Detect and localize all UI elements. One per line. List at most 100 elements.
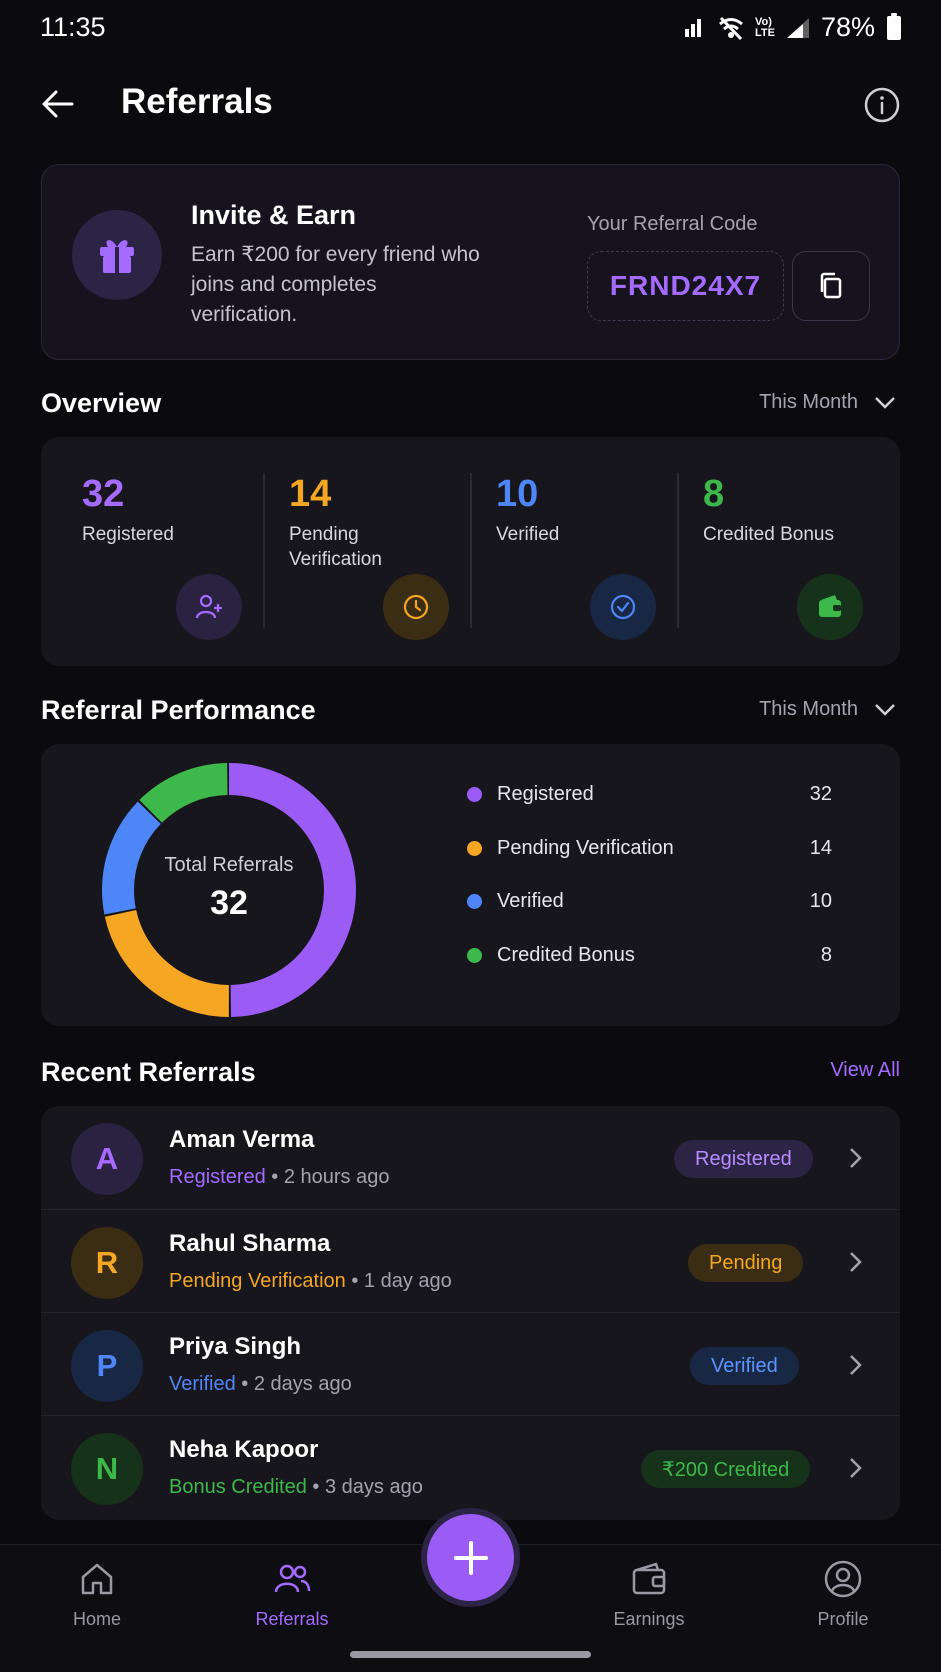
volte-indicator: Vo) LTE: [754, 15, 775, 39]
donut-center-label: Total Referrals: [164, 854, 294, 876]
users-icon: [274, 1564, 311, 1593]
gift-icon-badge: [72, 210, 162, 300]
add-referral-button[interactable]: [421, 1508, 520, 1607]
performance-period-label: This Month: [759, 698, 858, 720]
referral-name: Neha Kapoor: [169, 1436, 319, 1463]
nav-label: Profile: [817, 1609, 869, 1629]
referral-meta: Pending Verification • 1 day ago: [169, 1270, 452, 1292]
stat-label: Credited Bonus: [703, 524, 834, 545]
referral-time: 2 days ago: [253, 1373, 352, 1395]
battery-percent: 78%: [820, 12, 875, 42]
plus-icon: [453, 1540, 488, 1575]
stat-icon-badge: [590, 574, 656, 640]
referral-row[interactable]: N Neha Kapoor Bonus Credited • 3 days ag…: [41, 1415, 900, 1518]
avatar: P: [71, 1330, 143, 1402]
referral-time: 1 day ago: [363, 1270, 452, 1292]
legend-dot: [467, 947, 482, 963]
nav-home[interactable]: Home: [37, 1559, 157, 1630]
stat-icon-badge: [797, 574, 863, 640]
stat-value: 10: [496, 473, 539, 515]
status-badge: ₹200 Credited: [641, 1450, 811, 1488]
referral-name: Rahul Sharma: [169, 1230, 331, 1257]
avatar: R: [71, 1227, 143, 1299]
signal-alt-icon: [684, 18, 701, 37]
stat-pending[interactable]: 14 Pending Verification: [248, 437, 455, 666]
legend-dot: [467, 840, 482, 856]
referral-status: Bonus Credited: [169, 1476, 307, 1498]
referral-status: Pending Verification: [169, 1270, 346, 1292]
stat-registered[interactable]: 32 Registered: [41, 437, 248, 666]
stat-divider: [677, 473, 679, 628]
user-plus-icon: [195, 594, 222, 619]
performance-title: Referral Performance: [41, 695, 316, 725]
check-circle-icon: [610, 594, 636, 620]
referral-status: Verified: [169, 1373, 236, 1395]
avatar: A: [71, 1123, 143, 1195]
page-title: Referrals: [121, 82, 273, 121]
chevron-right-icon: [850, 1355, 862, 1375]
stat-icon-badge: [176, 574, 242, 640]
performance-period-select[interactable]: This Month: [759, 698, 896, 721]
nav-label: Earnings: [613, 1609, 685, 1629]
referral-row[interactable]: P Priya Singh Verified • 2 days ago Veri…: [41, 1312, 900, 1415]
copy-icon: [820, 272, 842, 299]
legend-label: Registered: [497, 782, 594, 805]
referral-name: Priya Singh: [169, 1333, 302, 1360]
performance-card: Total Referrals 32 Registered 32 Pending…: [41, 744, 900, 1026]
invite-description: Earn ₹200 for every friend who joins and…: [191, 243, 480, 326]
status-badge: Registered: [674, 1140, 813, 1178]
referral-row[interactable]: A Aman Verma Registered • 2 hours ago Re…: [41, 1106, 900, 1209]
referral-meta: Verified • 2 days ago: [169, 1373, 352, 1395]
avatar: N: [71, 1433, 143, 1505]
legend-item: Credited Bonus 8: [467, 940, 832, 970]
volte-top: Vo): [754, 15, 772, 28]
signal-icon: [786, 17, 809, 38]
invite-title: Invite & Earn: [191, 200, 357, 230]
status-bar: 11:35 Vo) LTE 78%: [0, 0, 941, 56]
donut-chart: [102, 763, 356, 1017]
gift-icon: [100, 240, 134, 273]
stat-verified[interactable]: 10 Verified: [455, 437, 662, 666]
clock-icon: [403, 594, 429, 620]
stat-value: 8: [703, 473, 725, 515]
overview-period-select[interactable]: This Month: [759, 391, 896, 414]
legend-dot: [467, 893, 482, 909]
volte-bottom: LTE: [754, 26, 775, 39]
nav-label: Referrals: [255, 1609, 329, 1629]
referral-time: 2 hours ago: [283, 1166, 390, 1188]
home-icon: [81, 1563, 113, 1595]
referral-name: Aman Verma: [169, 1126, 315, 1153]
donut-center-value: 32: [210, 884, 248, 922]
legend-dot: [467, 786, 482, 802]
status-icons: Vo) LTE 78%: [683, 12, 901, 43]
chevron-right-icon: [850, 1252, 862, 1272]
wifi-off-icon: [719, 16, 743, 40]
legend-label: Verified: [497, 889, 564, 912]
legend-value: 10: [809, 889, 832, 912]
chevron-right-icon: [850, 1458, 862, 1478]
stat-icon-badge: [383, 574, 449, 640]
nav-profile[interactable]: Profile: [783, 1559, 903, 1630]
chevron-right-icon: [850, 1148, 862, 1168]
chevron-down-icon: [875, 396, 895, 409]
view-all-link[interactable]: View All: [830, 1059, 900, 1081]
home-indicator[interactable]: [350, 1651, 591, 1658]
stat-label: Registered: [82, 524, 174, 545]
referral-code-label: Your Referral Code: [587, 213, 758, 235]
stat-divider: [470, 473, 472, 628]
nav-earnings[interactable]: Earnings: [589, 1559, 709, 1630]
referral-status: Registered: [169, 1166, 266, 1188]
info-icon[interactable]: [863, 86, 901, 124]
back-arrow-icon[interactable]: [38, 84, 78, 124]
stat-label: Pending Verification: [289, 524, 382, 570]
copy-code-button[interactable]: [792, 251, 870, 321]
stat-credited[interactable]: 8 Credited Bonus: [662, 437, 869, 666]
status-badge: Verified: [690, 1347, 799, 1385]
referral-meta: Registered • 2 hours ago: [169, 1166, 390, 1188]
legend-value: 14: [809, 836, 832, 859]
overview-title: Overview: [41, 388, 162, 418]
stat-value: 14: [289, 473, 332, 515]
nav-referrals[interactable]: Referrals: [232, 1559, 352, 1630]
referral-code[interactable]: FRND24X7: [587, 251, 784, 321]
referral-row[interactable]: R Rahul Sharma Pending Verification • 1 …: [41, 1209, 900, 1312]
